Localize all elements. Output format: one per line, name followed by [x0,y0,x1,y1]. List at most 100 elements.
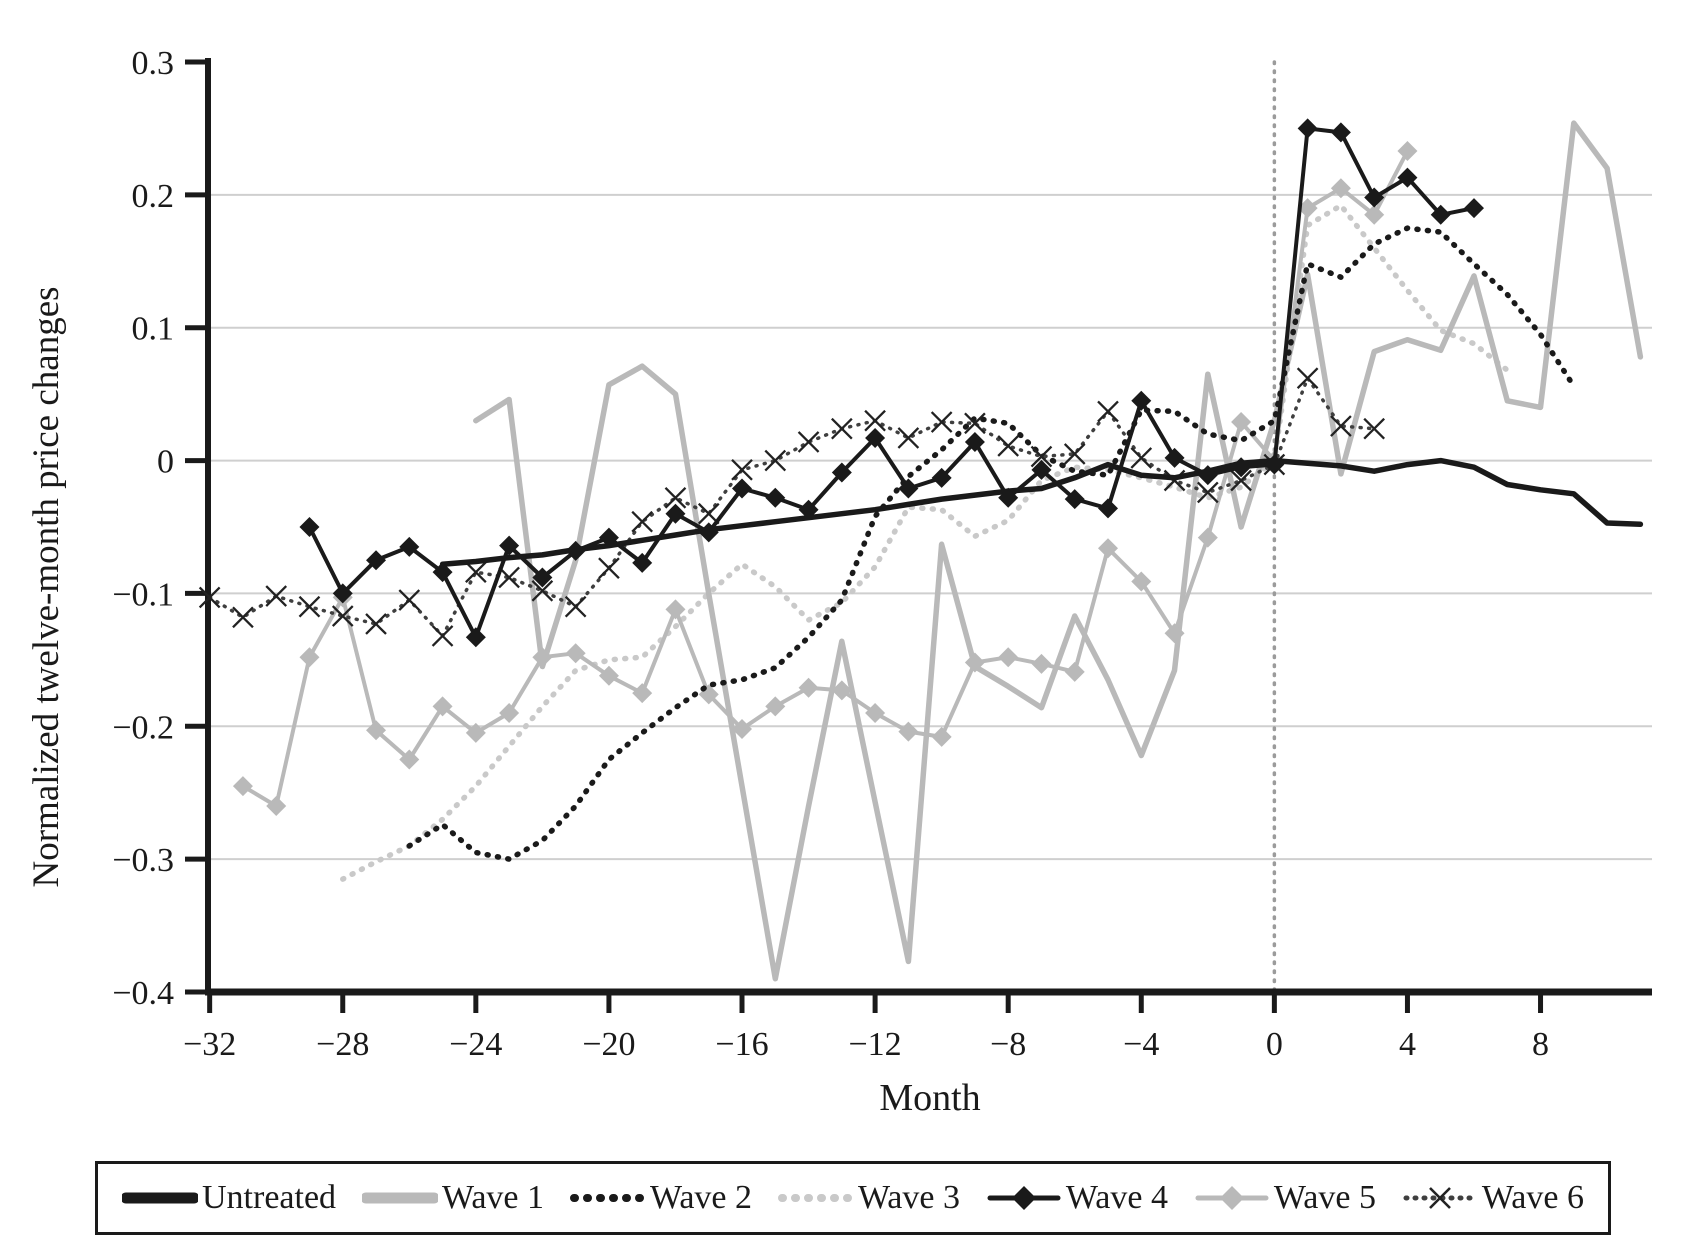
x-tick-label: −4 [1123,1026,1159,1063]
diamond-marker [532,567,553,588]
x-marker [1363,417,1385,440]
diamond-marker [1131,390,1152,411]
diamond-marker [798,499,819,520]
x-marker [797,431,820,453]
diamond-marker [665,599,686,620]
diamond-marker [898,721,919,742]
y-tick-label: −0.2 [112,709,174,746]
diamond-marker [1131,571,1152,592]
diamond-marker [1397,141,1418,162]
x-marker [331,605,354,627]
x-marker [465,561,487,583]
diamond-marker [1330,178,1351,199]
series-line-wave-3 [340,202,1511,882]
diamond-marker [1064,661,1085,682]
diamond-marker [299,647,320,668]
diamond-marker [632,552,653,573]
x-marker [1130,447,1153,469]
diamond-marker [1364,187,1385,208]
diamond-marker [565,540,586,561]
x-marker [664,486,687,509]
diamond-marker [598,665,619,686]
legend-item-wave3: Wave 3 [777,1181,960,1215]
series-line-wave-6 [207,376,1376,638]
x-marker [864,409,886,432]
x-marker [964,412,986,435]
diamond-marker [366,720,387,741]
diamond-marker [1031,459,1052,480]
y-axis-title: Normalized twelve-month price changes [26,286,67,887]
series-line-wave-2 [406,225,1577,862]
diamond-marker [598,527,619,548]
diamond-marker [698,522,719,543]
y-tick-label: 0.1 [132,311,175,348]
x-tick-label: −12 [849,1026,902,1063]
diamond-marker [964,652,985,673]
legend-label-wave1: Wave 1 [441,1179,545,1216]
x-marker [631,510,654,533]
x-tick-label: 8 [1532,1026,1549,1063]
y-tick-label: 0 [157,444,174,481]
x-marker [1230,469,1252,492]
x-tick-label: −8 [990,1026,1026,1063]
x-marker [831,417,853,440]
legend-label-untreated: Untreated [202,1179,337,1216]
legend-label-wave2: Wave 2 [649,1179,753,1216]
x-axis-title: Month [879,1077,980,1119]
diamond-marker [632,683,653,704]
diamond-marker [432,696,453,717]
wave1-line-swatch [361,1192,438,1204]
x-marker [398,589,421,611]
x-marker [764,449,787,472]
legend-item-untreated: Untreated [122,1181,336,1215]
diamond-marker [399,536,420,557]
diamond-marker [998,647,1019,668]
series-line-wave-5 [240,149,1410,808]
diamond-marker [1031,653,1052,674]
diamond-marker [465,722,486,743]
diamond-marker [1164,623,1185,644]
diamond-marker [499,535,520,556]
x-marker [198,586,221,609]
y-tick-label: −0.4 [112,975,174,1012]
diamond-marker [1098,498,1119,519]
diamond-marker [1397,167,1418,188]
x-marker [1330,415,1352,437]
diamond-marker [964,431,985,452]
diamond-marker [798,677,819,698]
diamond-marker [931,467,952,488]
legend: Untreated Wave 1 Wave 2 Wave 3 Wave 4 Wa… [95,1161,1611,1235]
diamond-marker [831,680,852,701]
x-tick-label: −16 [715,1026,768,1063]
diamond-marker [465,627,486,648]
x-marker [930,411,953,433]
y-tick-label: 0.3 [132,45,175,82]
diamond-marker [299,517,320,537]
x-marker [1197,481,1219,504]
diamond-marker [1430,204,1451,225]
x-marker [997,435,1020,457]
x-marker [1296,367,1319,390]
x-marker [232,606,254,629]
x-marker [265,585,288,607]
diamond-marker [499,703,520,723]
diamond-marker [865,427,886,448]
x-marker [897,427,920,449]
x-marker [298,595,321,618]
x-marker [498,566,520,589]
series-line-untreated [439,457,1644,567]
diamond-marker [998,487,1019,508]
diamond-marker [1064,489,1085,510]
wave5-line-swatch [1195,1186,1269,1210]
diamond-marker [1297,118,1318,139]
x-marker [1063,443,1086,465]
y-tick-label: −0.1 [112,576,174,613]
legend-item-wave6: Wave 6 [1402,1181,1584,1215]
diamond-marker [1098,538,1119,559]
diamond-marker [1264,454,1285,475]
wave2-line-swatch [569,1194,646,1202]
untreated-line-swatch [122,1192,198,1204]
diamond-marker [732,718,753,739]
x-tick-label: −28 [316,1026,369,1063]
